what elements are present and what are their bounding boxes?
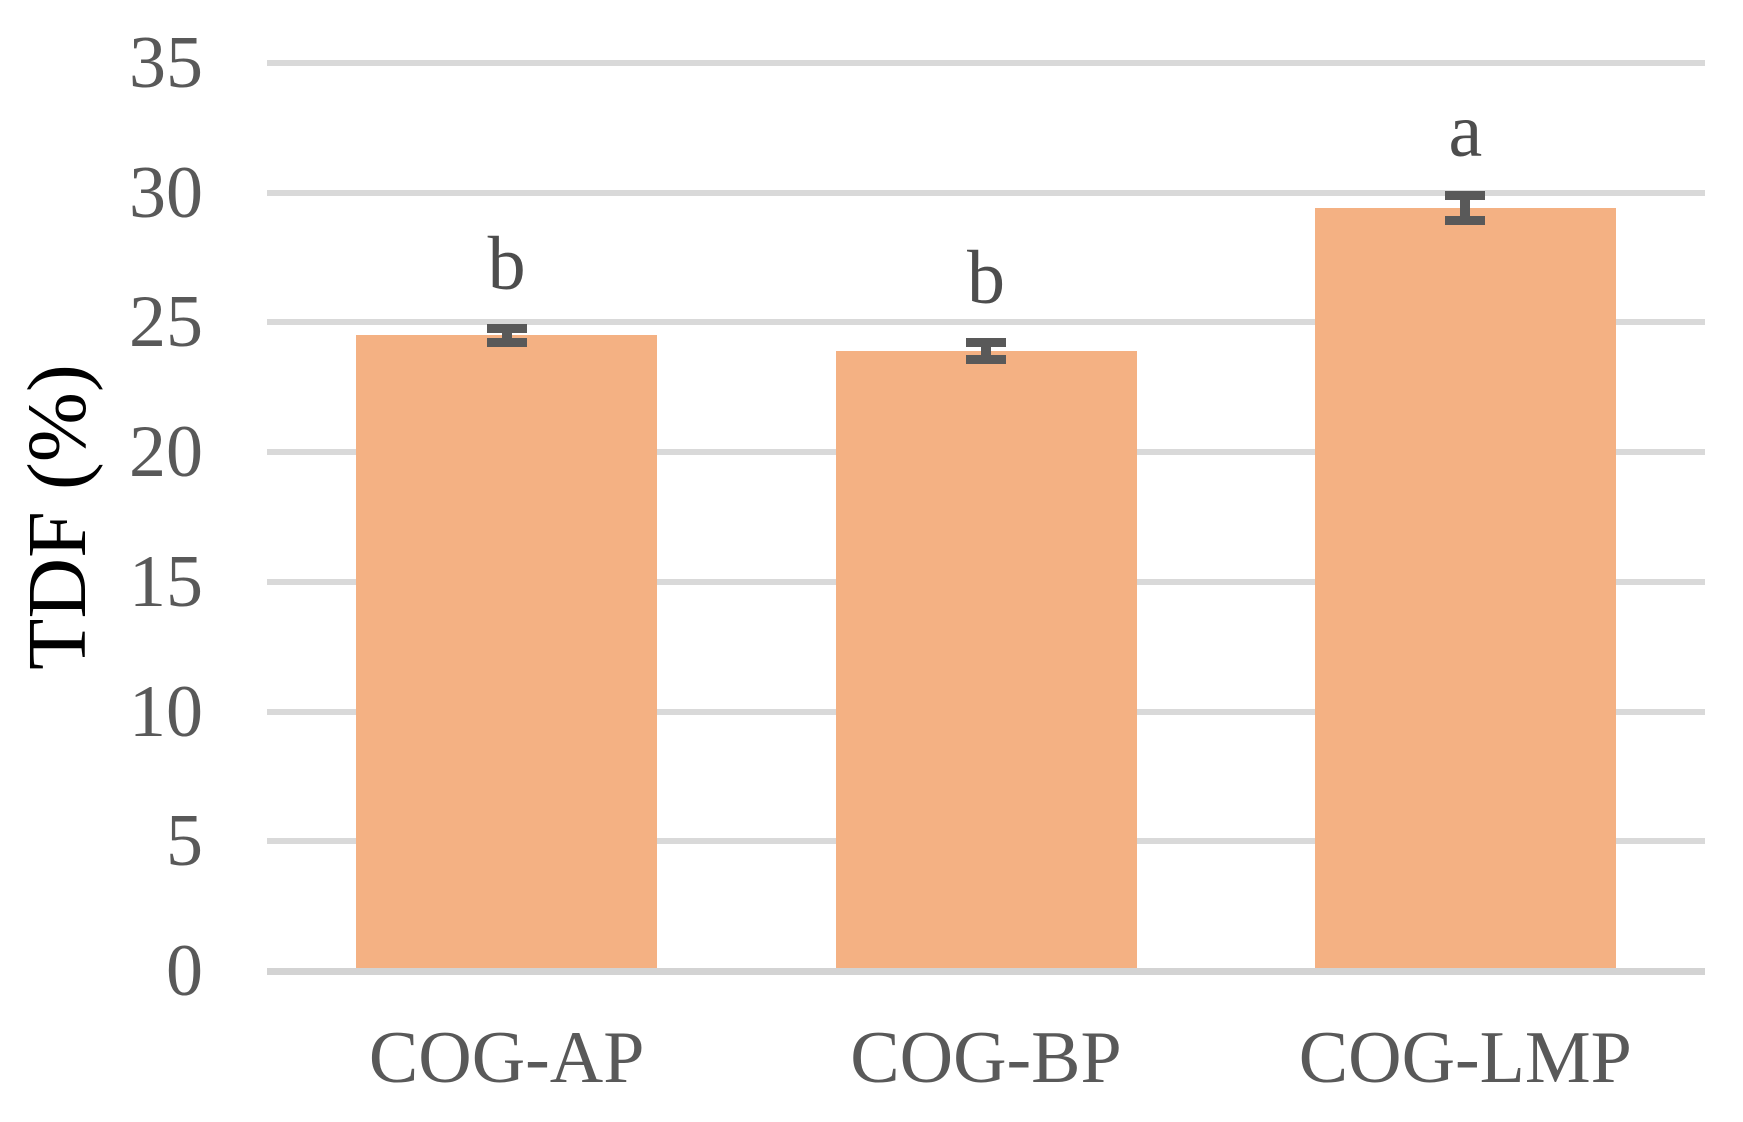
- gridline: [267, 319, 1705, 326]
- y-tick-label: 30: [129, 151, 203, 234]
- y-tick-label: 15: [129, 540, 203, 623]
- gridline: [267, 189, 1705, 196]
- significance-letter: b: [966, 235, 1005, 320]
- error-bar-top-cap: [1445, 191, 1486, 201]
- x-tick-label: COG-AP: [368, 1017, 645, 1099]
- x-axis-line: [267, 968, 1705, 975]
- significance-letter: a: [1448, 89, 1483, 174]
- y-tick-label: 0: [166, 930, 203, 1012]
- error-bar: [981, 337, 991, 364]
- x-tick-label: COG-LMP: [1298, 1017, 1632, 1099]
- error-bar-bottom-cap: [966, 354, 1006, 364]
- gridline: [267, 60, 1705, 66]
- error-bar-top-cap: [486, 323, 527, 333]
- error-bar-bottom-cap: [486, 338, 527, 348]
- y-tick-label: 5: [166, 800, 203, 883]
- y-tick-label: 25: [129, 281, 203, 364]
- error-bar: [501, 323, 512, 348]
- error-bar-top-cap: [966, 337, 1006, 347]
- error-bar: [1460, 191, 1471, 226]
- significance-letter: b: [487, 221, 526, 306]
- bar: [835, 350, 1137, 968]
- y-tick-label: 20: [129, 411, 203, 494]
- bar: [356, 335, 658, 968]
- error-bar-bottom-cap: [1445, 216, 1486, 226]
- bar: [1314, 208, 1616, 968]
- y-tick-label: 10: [129, 670, 203, 753]
- x-tick-label: COG-BP: [850, 1017, 1122, 1099]
- y-tick-label: 35: [129, 22, 203, 104]
